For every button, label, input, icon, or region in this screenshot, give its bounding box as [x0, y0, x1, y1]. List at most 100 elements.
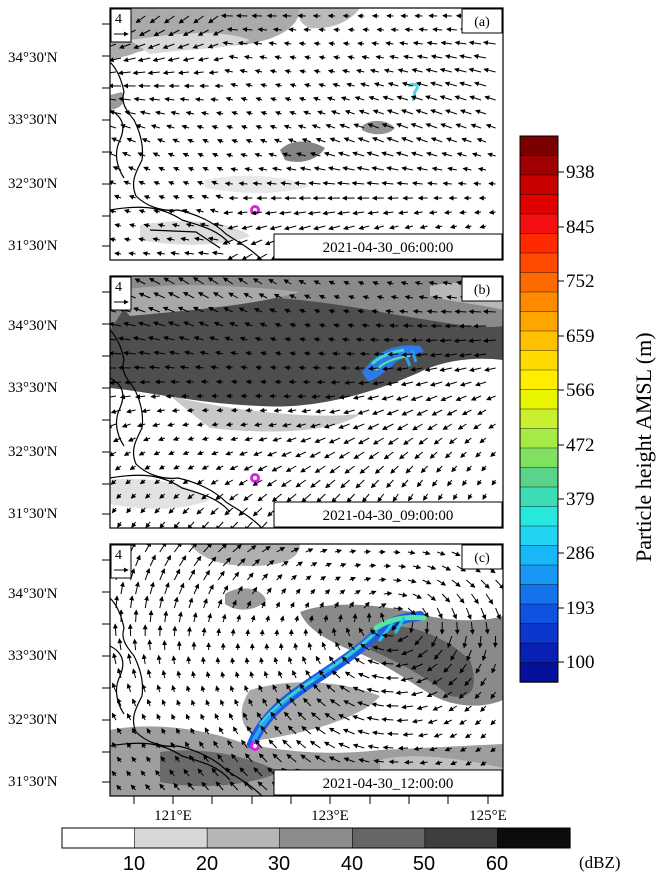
wind-vector — [416, 479, 423, 488]
wind-vector — [172, 195, 180, 200]
wind-vector — [362, 27, 370, 33]
coastline-a — [110, 61, 263, 260]
wind-vector — [338, 394, 350, 400]
wind-vector — [300, 465, 312, 473]
dbz-colorbar-swatch — [279, 827, 353, 849]
wind-vector — [157, 223, 165, 228]
wind-vector — [236, 614, 241, 623]
wind-vector — [367, 123, 379, 129]
wind-vector — [313, 69, 321, 74]
wind-vector — [415, 109, 428, 115]
dbz-tick-label: 20 — [196, 853, 218, 875]
height-colorbar-swatch — [519, 389, 559, 410]
wind-vector — [121, 423, 131, 428]
wind-vector — [164, 96, 175, 102]
wind-vector — [171, 222, 180, 228]
wind-vector — [266, 559, 275, 567]
wind-vector — [279, 210, 292, 216]
wind-vector — [343, 280, 350, 286]
wind-vector — [441, 151, 452, 157]
wind-vector — [441, 593, 451, 603]
wind-vector — [123, 350, 136, 356]
wind-vector — [182, 57, 195, 62]
wind-vector — [215, 194, 224, 200]
wind-vector — [328, 309, 336, 314]
wind-vector — [475, 109, 487, 115]
wind-vector — [173, 521, 180, 528]
wind-vector — [284, 69, 292, 74]
wind-vector — [247, 545, 257, 553]
wind-vector — [318, 323, 326, 328]
wind-vector — [343, 409, 355, 415]
wind-vector — [316, 493, 326, 503]
wind-vector — [357, 137, 370, 143]
wind-vector — [381, 123, 394, 129]
wind-vector — [238, 479, 248, 486]
wind-vector — [469, 95, 482, 101]
wind-vector — [116, 493, 122, 499]
wind-vector — [110, 423, 117, 429]
wind-vector — [141, 408, 151, 414]
wind-vector — [207, 277, 219, 285]
wind-vector — [393, 549, 401, 555]
wind-vector — [327, 69, 336, 74]
wind-vector — [168, 181, 175, 186]
wind-vector — [476, 479, 482, 486]
wind-vector — [286, 493, 297, 503]
wind-vector — [215, 521, 224, 528]
wind-vector — [426, 309, 438, 315]
wind-vector — [168, 507, 175, 514]
wind-vector — [145, 493, 151, 499]
wind-vector — [181, 124, 190, 130]
wind-vector — [225, 421, 233, 427]
wind-vector — [333, 27, 341, 33]
wind-vector — [362, 295, 370, 300]
x-tick-label: 125°E — [469, 808, 507, 824]
wind-vector — [221, 613, 227, 623]
wind-vector — [255, 124, 263, 130]
wind-vector — [265, 615, 270, 623]
wind-vector — [173, 596, 179, 609]
wind-vector — [303, 110, 311, 116]
wind-vector — [211, 152, 219, 158]
wind-vector — [280, 180, 292, 186]
wind-vector — [129, 595, 135, 609]
wind-vector — [217, 544, 228, 553]
wind-vector — [348, 295, 355, 300]
wind-vector — [424, 367, 438, 372]
wind-vector — [215, 657, 221, 665]
wind-vector — [287, 408, 297, 414]
wind-vector — [457, 423, 467, 430]
wind-vector — [138, 350, 151, 356]
wind-vector — [369, 563, 377, 569]
wind-vector — [260, 351, 268, 356]
wind-vector — [223, 307, 234, 313]
wind-vector — [258, 166, 268, 172]
wind-vector — [454, 40, 467, 46]
wind-vector — [304, 323, 311, 328]
wind-vector — [193, 583, 200, 595]
wind-vector — [389, 54, 399, 60]
wind-vector — [284, 337, 292, 342]
wind-vector — [477, 409, 487, 415]
wind-vector — [140, 507, 146, 514]
wind-vector — [187, 167, 195, 172]
wind-vector — [193, 15, 204, 24]
wind-vector — [484, 95, 496, 101]
wind-vector — [110, 350, 122, 356]
wind-vector — [222, 585, 229, 595]
wind-vector — [436, 579, 447, 586]
wind-vector — [323, 151, 336, 157]
wind-vector — [138, 292, 151, 299]
wind-vectors-b — [110, 277, 497, 528]
dbz-colorbar: 10 20 30 40 50 60 (dBZ) — [61, 827, 621, 875]
wind-vector — [429, 381, 443, 387]
panel-letter: (b) — [474, 283, 491, 298]
wind-vector — [448, 437, 458, 445]
wind-vector — [315, 137, 326, 143]
wind-vector — [148, 610, 154, 623]
wind-vector — [298, 96, 306, 102]
wind-vector — [287, 138, 297, 143]
wind-vector — [240, 96, 248, 102]
wind-vector — [215, 379, 224, 385]
